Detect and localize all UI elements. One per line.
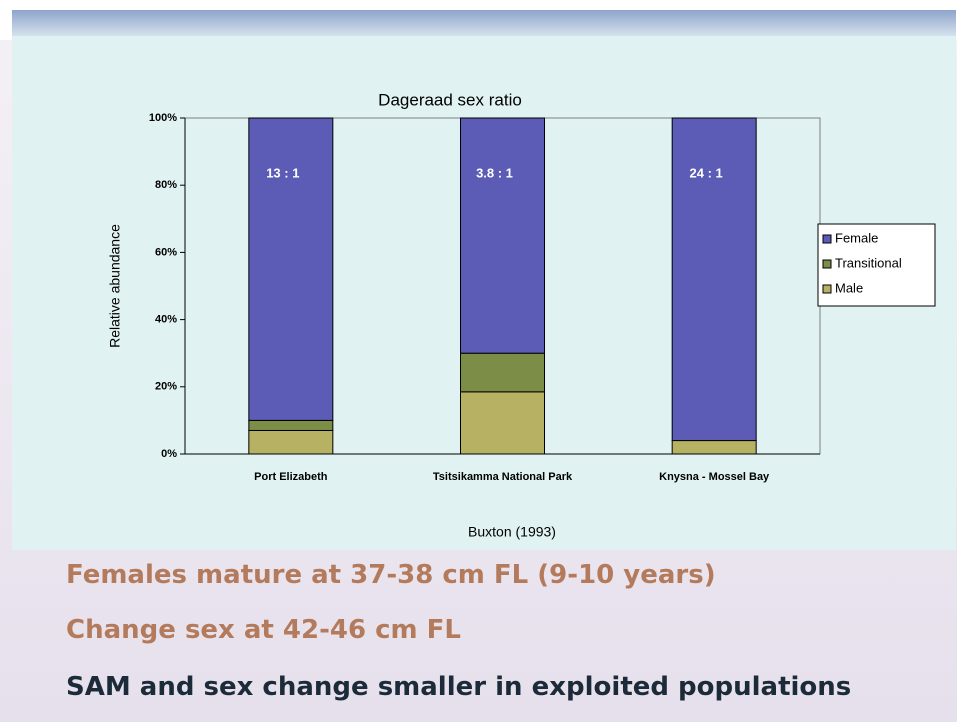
bar-segment	[460, 117, 545, 354]
bar-segment	[671, 117, 757, 442]
bar-segment	[460, 352, 545, 393]
source: Buxton (1993)	[468, 524, 556, 540]
y-tick-label: 60%	[155, 246, 177, 258]
legend-label: Female	[835, 230, 878, 245]
legend-label: Male	[835, 280, 863, 295]
title-band	[12, 10, 956, 38]
bar-segment	[460, 391, 545, 455]
y-axis-label: Relative abundance	[107, 224, 123, 348]
legend-swatch	[822, 259, 832, 269]
legend-box	[817, 223, 936, 307]
y-tick-label: 40%	[155, 314, 177, 326]
x-tick-label: Knysna - Mossel Bay	[659, 471, 770, 483]
bullet: Females mature at 37-38 cm FL (9-10 year…	[66, 560, 716, 590]
annotation: 24 : 1	[690, 165, 723, 180]
annotation: 3.8 : 1	[476, 165, 513, 180]
x-tick-label: Tsitsikamma National Park	[433, 471, 573, 483]
bar-segment	[248, 419, 334, 431]
y-tick-label: 80%	[155, 179, 177, 191]
legend-label: Transitional	[835, 255, 902, 270]
legend-swatch	[822, 234, 832, 244]
bar-segment	[248, 429, 334, 455]
bullet: SAM and sex change smaller in exploited …	[66, 672, 852, 702]
y-tick-label: 100%	[149, 112, 177, 124]
x-tick-label: Port Elizabeth	[254, 471, 328, 483]
bullet: Change sex at 42-46 cm FL	[66, 615, 461, 645]
chart-title: Dageraad sex ratio	[378, 90, 522, 109]
bar-segment	[248, 117, 334, 421]
legend-swatch	[822, 284, 832, 294]
y-tick-label: 20%	[155, 381, 177, 393]
annotation: 13 : 1	[266, 165, 299, 180]
bar-segment	[671, 440, 757, 455]
y-tick-label: 0%	[161, 448, 177, 460]
